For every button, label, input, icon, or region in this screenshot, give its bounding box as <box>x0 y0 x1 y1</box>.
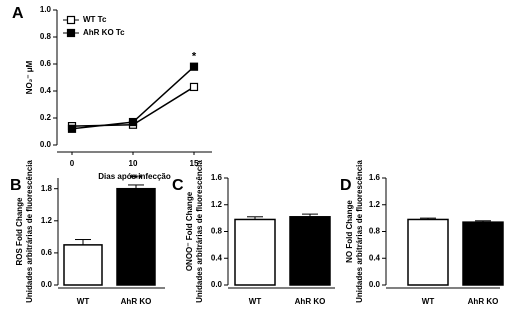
point <box>67 124 77 133</box>
x-tick-label: 15 <box>190 159 199 168</box>
y-tick-label: 0.6 <box>41 248 53 257</box>
y-tick-label: 0.0 <box>369 280 381 289</box>
y-tick-label: 1.2 <box>211 200 223 209</box>
panel-label: D <box>340 177 352 194</box>
y-tick-label: 1.6 <box>369 173 381 182</box>
panel-label: B <box>10 177 22 194</box>
annotation: *** <box>130 173 144 185</box>
x-tick-label: WT <box>422 297 435 306</box>
y-axis-label: Unidades arbitrárias de fluorescência <box>355 160 364 303</box>
bar <box>407 218 449 286</box>
point <box>189 62 199 71</box>
y-tick-label: 1.2 <box>41 216 53 225</box>
y-tick-label: 0.4 <box>40 86 52 95</box>
x-tick-label: 10 <box>129 159 138 168</box>
x-tick-label: 0 <box>70 159 75 168</box>
y-tick-label: 1.6 <box>211 173 223 182</box>
y-tick-label: 0.8 <box>211 227 223 236</box>
y-tick-label: 0.6 <box>40 59 52 68</box>
y-tick-label: 0.0 <box>40 140 52 149</box>
y-axis-label: NO₂⁻ μM <box>25 60 34 94</box>
y-tick-label: 1.2 <box>369 200 381 209</box>
x-tick-label: AhR KO <box>295 297 326 306</box>
y-tick-label: 1.8 <box>41 184 53 193</box>
panel-label: A <box>12 5 24 22</box>
y-axis-label: NO Fold Change <box>345 200 354 263</box>
y-axis-label: ROS Fold Change <box>15 197 24 266</box>
y-tick-label: 0.8 <box>40 32 52 41</box>
bar <box>234 218 276 286</box>
panel-label: C <box>172 177 184 194</box>
legend-marker <box>66 28 76 38</box>
y-tick-label: 1.0 <box>40 5 52 14</box>
y-tick-label: 0.8 <box>369 227 381 236</box>
x-tick-label: WT <box>249 297 262 306</box>
point <box>128 117 138 127</box>
y-axis-label: ONOO⁻ Fold Change <box>185 191 194 271</box>
legend-marker <box>66 15 76 25</box>
annotation: * <box>192 51 197 63</box>
legend-label: WT Tc <box>83 15 107 24</box>
y-tick-label: 0.4 <box>211 253 223 262</box>
y-tick-label: 0.0 <box>211 280 223 289</box>
y-tick-label: 0.4 <box>369 253 381 262</box>
x-tick-label: WT <box>77 297 90 306</box>
x-tick-label: AhR KO <box>121 297 152 306</box>
y-axis-label: Unidades arbitrárias de fluorescência <box>195 160 204 303</box>
x-axis-label: Dias após infecção <box>98 172 171 181</box>
bar <box>116 187 156 286</box>
y-tick-label: 0.0 <box>41 280 53 289</box>
bar <box>63 244 103 286</box>
y-tick-label: 0.2 <box>40 113 52 122</box>
x-tick-label: AhR KO <box>468 297 499 306</box>
bar <box>289 216 331 286</box>
bar <box>462 221 504 286</box>
point <box>189 82 199 92</box>
y-axis-label: Unidades arbitrárias de fluorescência <box>25 160 34 303</box>
legend-label: AhR KO Tc <box>83 28 125 37</box>
